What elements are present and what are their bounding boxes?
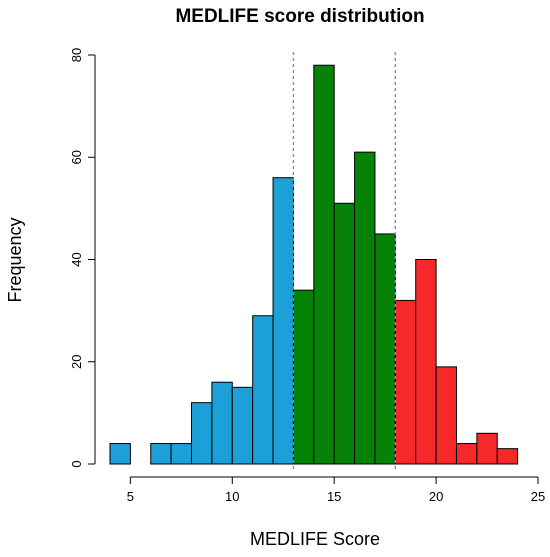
y-tick-label-0: 0 (69, 460, 84, 467)
x-tick-label-10: 10 (225, 489, 239, 504)
histogram-bar-20-21 (435, 366, 457, 465)
histogram-bar-10-11 (231, 386, 254, 465)
y-axis-label: Frequency (5, 217, 25, 302)
y-tick-label-20: 20 (69, 355, 84, 369)
x-tick-label-5: 5 (127, 489, 134, 504)
histogram-bar-11-12 (252, 315, 274, 465)
x-tick-label-15: 15 (327, 489, 341, 504)
histogram-bar-4-5 (109, 443, 131, 465)
histogram-bar-7-8 (170, 443, 193, 465)
histogram-bar-23-24 (496, 448, 519, 465)
cutoff-lines-layer (292, 52, 397, 470)
histogram-bar-17-18 (374, 233, 396, 465)
histogram-bar-21-22 (455, 443, 478, 465)
histogram-bar-14-15 (313, 64, 335, 465)
histogram-bar-19-20 (415, 259, 437, 465)
histogram-bar-18-19 (394, 299, 417, 465)
histogram-bar-16-17 (354, 151, 376, 465)
histogram-bar-13-14 (292, 289, 315, 465)
y-tick-label-40: 40 (69, 252, 84, 266)
y-tick-label-80: 80 (69, 48, 84, 62)
x-tick-label-25: 25 (531, 489, 545, 504)
histogram-bar-6-7 (150, 443, 172, 465)
histogram-bar-15-16 (333, 202, 356, 465)
x-tick-label-20: 20 (429, 489, 443, 504)
bars-layer (109, 64, 519, 465)
y-tick-label-60: 60 (69, 150, 84, 164)
histogram-bar-12-13 (272, 177, 294, 465)
histogram-bar-8-9 (191, 402, 213, 465)
chart-title: MEDLIFE score distribution (175, 6, 424, 27)
y-axis: 0 20 40 60 80 (69, 48, 96, 468)
x-axis-label: MEDLIFE Score (250, 529, 380, 549)
histogram-bar-22-23 (476, 432, 498, 465)
histogram-bar-9-10 (211, 381, 233, 465)
x-axis: 5 10 15 20 25 (127, 476, 545, 504)
